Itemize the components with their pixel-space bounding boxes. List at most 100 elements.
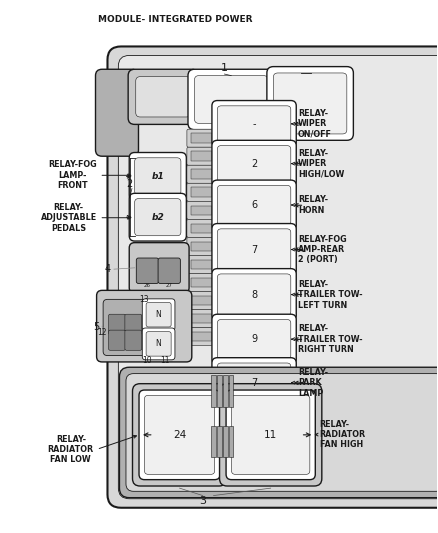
FancyBboxPatch shape <box>126 374 438 491</box>
Text: RELAY-
TRAILER TOW-
RIGHT TURN: RELAY- TRAILER TOW- RIGHT TURN <box>298 324 362 354</box>
FancyBboxPatch shape <box>146 303 171 327</box>
Bar <box>217 375 222 407</box>
Text: 11: 11 <box>160 357 170 366</box>
FancyBboxPatch shape <box>133 384 226 486</box>
Text: 1: 1 <box>221 63 228 72</box>
FancyBboxPatch shape <box>118 55 438 499</box>
FancyBboxPatch shape <box>95 69 138 156</box>
FancyBboxPatch shape <box>217 106 291 142</box>
FancyBboxPatch shape <box>217 185 291 225</box>
Bar <box>229 375 233 407</box>
FancyBboxPatch shape <box>187 183 216 201</box>
Bar <box>223 375 228 407</box>
FancyBboxPatch shape <box>217 363 291 403</box>
Text: 6: 6 <box>251 200 257 210</box>
FancyBboxPatch shape <box>187 129 216 147</box>
FancyBboxPatch shape <box>139 390 220 480</box>
Bar <box>191 314 212 323</box>
FancyBboxPatch shape <box>217 229 291 270</box>
FancyBboxPatch shape <box>217 274 291 316</box>
FancyBboxPatch shape <box>145 395 215 474</box>
Bar <box>191 278 212 287</box>
Text: 3: 3 <box>199 496 206 506</box>
FancyBboxPatch shape <box>217 146 291 182</box>
Bar <box>229 425 233 457</box>
FancyBboxPatch shape <box>128 69 198 124</box>
FancyBboxPatch shape <box>212 358 296 408</box>
FancyBboxPatch shape <box>187 327 216 345</box>
FancyBboxPatch shape <box>212 180 296 230</box>
FancyBboxPatch shape <box>188 69 275 130</box>
FancyBboxPatch shape <box>107 46 438 508</box>
FancyBboxPatch shape <box>187 292 216 310</box>
FancyBboxPatch shape <box>194 76 268 123</box>
Text: 2: 2 <box>251 159 257 168</box>
FancyBboxPatch shape <box>187 255 216 273</box>
FancyBboxPatch shape <box>273 73 347 134</box>
FancyBboxPatch shape <box>125 330 142 350</box>
Text: b2: b2 <box>152 213 164 222</box>
Text: 26: 26 <box>144 283 151 288</box>
FancyBboxPatch shape <box>187 201 216 219</box>
Text: 10: 10 <box>142 357 152 366</box>
Bar <box>191 133 212 143</box>
FancyBboxPatch shape <box>267 67 353 140</box>
FancyBboxPatch shape <box>134 199 181 236</box>
FancyBboxPatch shape <box>212 223 296 276</box>
Bar <box>191 151 212 161</box>
FancyBboxPatch shape <box>187 147 216 165</box>
Bar <box>212 425 216 457</box>
Bar <box>191 241 212 251</box>
FancyBboxPatch shape <box>187 219 216 237</box>
Text: RELAY-FOG
LAMP-
FRONT: RELAY-FOG LAMP- FRONT <box>48 160 97 190</box>
Text: RELAY-
WIPER
HIGH/LOW: RELAY- WIPER HIGH/LOW <box>298 149 344 179</box>
Text: -: - <box>252 119 256 129</box>
FancyBboxPatch shape <box>120 367 438 498</box>
Text: 13: 13 <box>140 295 149 304</box>
Bar <box>191 169 212 179</box>
FancyBboxPatch shape <box>129 152 186 200</box>
Bar <box>191 260 212 269</box>
Text: RELAY-FOG
AMP-REAR
2 (PORT): RELAY-FOG AMP-REAR 2 (PORT) <box>298 235 346 264</box>
Text: 2: 2 <box>126 179 132 189</box>
FancyBboxPatch shape <box>129 243 189 293</box>
Bar <box>191 188 212 197</box>
FancyBboxPatch shape <box>187 310 216 327</box>
Text: RELAY-
RADIATOR
FAN LOW: RELAY- RADIATOR FAN LOW <box>48 434 94 464</box>
Bar <box>223 425 228 457</box>
Text: RELAY-
PARK
LAMP: RELAY- PARK LAMP <box>298 368 328 398</box>
FancyBboxPatch shape <box>187 273 216 292</box>
FancyBboxPatch shape <box>129 193 186 241</box>
FancyBboxPatch shape <box>212 101 296 147</box>
Text: RELAY-
RADIATOR
FAN HIGH: RELAY- RADIATOR FAN HIGH <box>320 419 366 449</box>
FancyBboxPatch shape <box>187 237 216 255</box>
FancyBboxPatch shape <box>212 314 296 365</box>
Text: 11: 11 <box>264 430 277 440</box>
Bar <box>191 332 212 341</box>
FancyBboxPatch shape <box>109 314 125 334</box>
FancyBboxPatch shape <box>136 77 191 117</box>
FancyBboxPatch shape <box>212 140 296 187</box>
Text: N: N <box>156 310 162 319</box>
Text: RELAY-
WIPER
ON/OFF: RELAY- WIPER ON/OFF <box>298 109 332 139</box>
Bar <box>212 375 216 407</box>
FancyBboxPatch shape <box>212 269 296 320</box>
Text: 12: 12 <box>97 328 107 337</box>
Text: 24: 24 <box>173 430 186 440</box>
FancyBboxPatch shape <box>103 300 147 356</box>
Text: 9: 9 <box>251 334 257 344</box>
FancyBboxPatch shape <box>158 258 180 284</box>
FancyBboxPatch shape <box>226 390 315 480</box>
FancyBboxPatch shape <box>219 384 322 486</box>
Text: RELAY-
TRAILER TOW-
LEFT TURN: RELAY- TRAILER TOW- LEFT TURN <box>298 280 362 310</box>
Text: RELAY-
HORN: RELAY- HORN <box>298 195 328 215</box>
Text: N: N <box>156 340 162 349</box>
FancyBboxPatch shape <box>134 158 181 195</box>
Text: 8: 8 <box>251 289 257 300</box>
Text: 4: 4 <box>104 264 110 274</box>
Text: 7: 7 <box>251 378 257 388</box>
Text: b1: b1 <box>152 172 164 181</box>
FancyBboxPatch shape <box>97 290 192 362</box>
Text: MODULE- INTEGRATED POWER: MODULE- INTEGRATED POWER <box>98 15 253 25</box>
FancyBboxPatch shape <box>136 258 159 284</box>
